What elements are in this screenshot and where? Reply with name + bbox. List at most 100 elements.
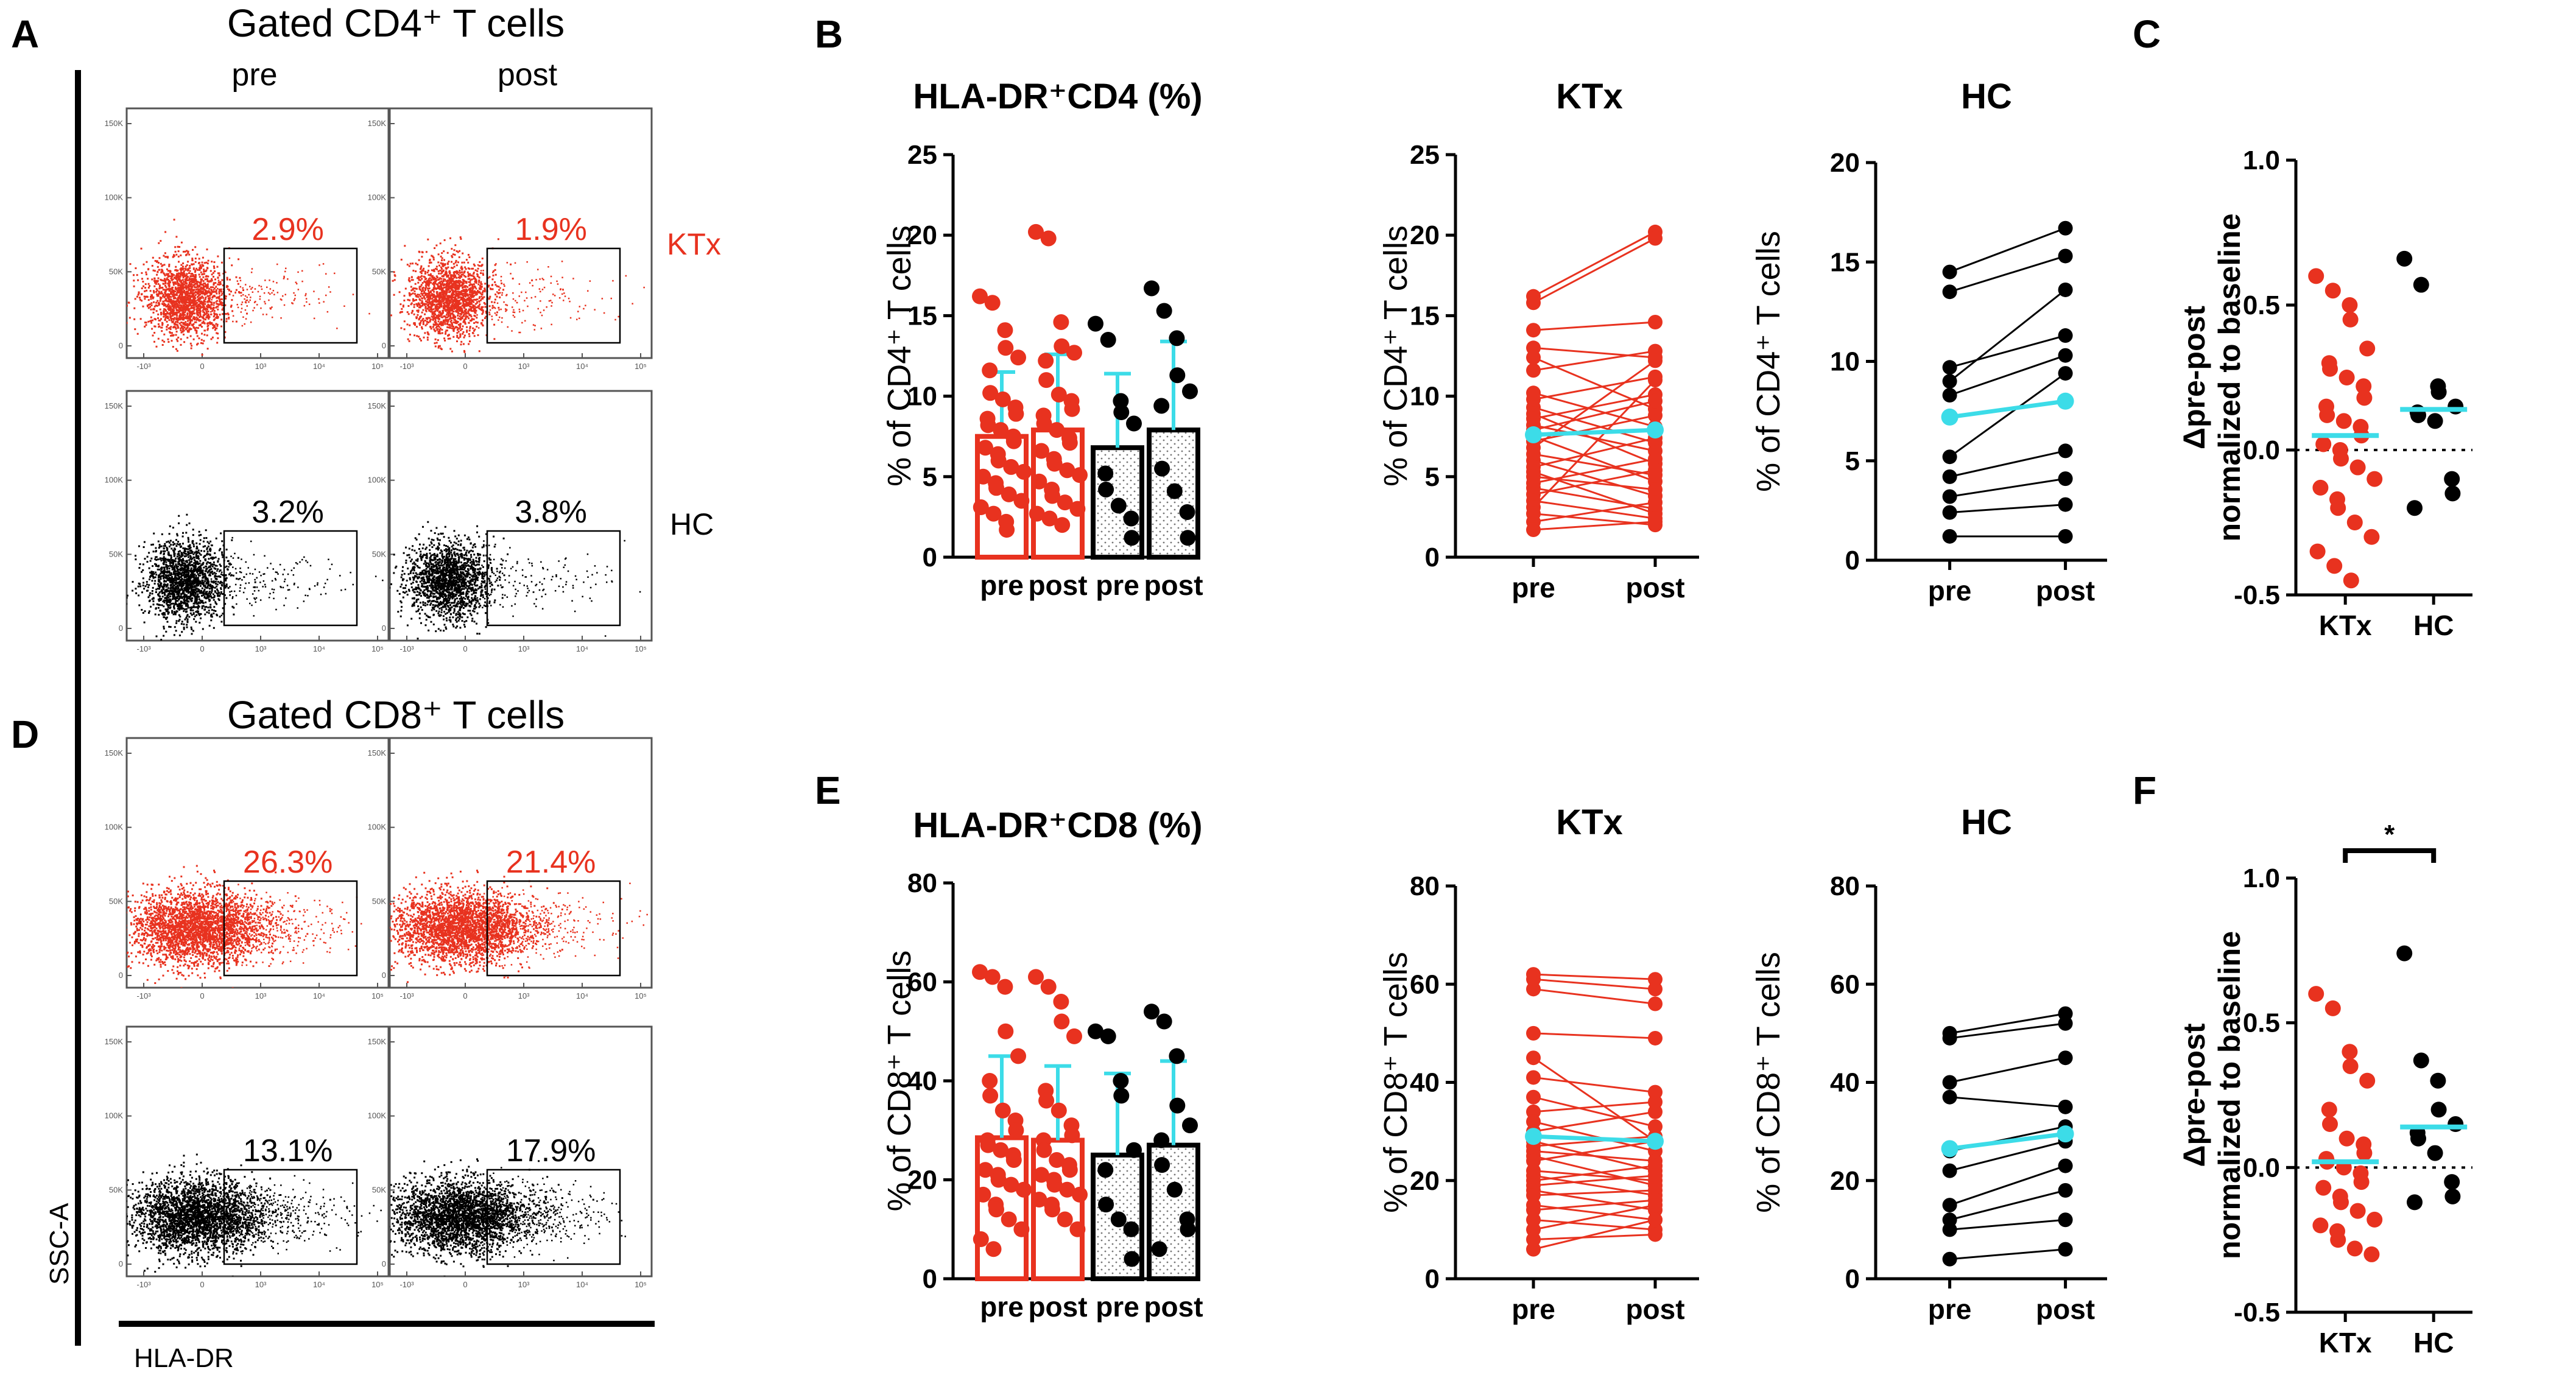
paired-line: [1949, 1248, 2066, 1260]
data-point: [2448, 1116, 2464, 1133]
x-tick-label-pre: pre: [980, 569, 1024, 601]
paired-line: [1533, 1165, 1656, 1182]
dotplot-x-tick-label: 0: [200, 1280, 204, 1289]
dotplot-x-tick-label: 10⁵: [371, 362, 384, 371]
data-point-post: [1648, 231, 1663, 246]
data-point: [985, 1241, 1002, 1257]
y-tick-label: 60: [1830, 969, 1860, 999]
data-point: [1044, 488, 1060, 504]
data-point-post: [2058, 220, 2073, 236]
paired-line: [1533, 393, 1656, 420]
data-point: [988, 1201, 1004, 1218]
x-tick-label-hc: HC: [2413, 610, 2454, 641]
data-point: [1040, 979, 1057, 995]
paired-line: [1533, 356, 1656, 410]
data-point-post: [1648, 408, 1663, 423]
data-point: [2326, 558, 2343, 574]
data-point: [1166, 1181, 1183, 1198]
y-tick-label: 0.0: [2243, 1153, 2280, 1183]
data-point: [1072, 467, 1088, 483]
paired-line: [1533, 521, 1656, 531]
data-point: [2430, 1072, 2446, 1089]
dotplot-cd8-hc-pre: 150K 100K 50K 0 -10³ 0 10³ 10⁴ 10⁵ 13.1%: [105, 1025, 390, 1289]
data-point-post: [1648, 1198, 1663, 1213]
data-point: [1054, 338, 1070, 354]
data-point: [982, 362, 998, 379]
data-point: [1144, 280, 1160, 297]
data-point: [1124, 1251, 1140, 1267]
paired-line: [1533, 1155, 1656, 1187]
data-point: [1057, 1211, 1073, 1228]
data-point: [1036, 415, 1052, 432]
dotplot-y-tick-label: 50K: [372, 896, 386, 905]
paired-line: [1533, 1233, 1656, 1240]
data-point: [1182, 383, 1198, 399]
y-tick-label: 15: [1410, 301, 1440, 331]
data-point-pre: [1942, 1075, 1957, 1090]
mean-point-pre: [1941, 1140, 1958, 1158]
data-point: [1038, 1092, 1055, 1109]
data-point: [993, 1142, 1009, 1158]
x-tick-label-pre: pre: [980, 1291, 1024, 1323]
paired-line: [1949, 255, 2066, 293]
dotplot-event-cloud: [127, 865, 362, 988]
y-tick-label: 1.0: [2243, 863, 2280, 893]
data-point-post: [1648, 482, 1663, 497]
data-point: [1153, 1132, 1170, 1148]
data-point-pre: [1526, 982, 1541, 997]
dotplot-events: [390, 521, 641, 640]
x-tick-label-post: post: [1028, 569, 1087, 601]
dotplot-x-tick-label: 0: [200, 362, 204, 371]
data-point: [1010, 1048, 1026, 1064]
data-point-pre: [1526, 1025, 1541, 1041]
data-point: [977, 440, 993, 456]
x-tick-label-pre: pre: [1511, 572, 1555, 603]
y-tick-label: 25: [1410, 140, 1440, 170]
y-axis-title: % of CD8⁺ T cells: [1750, 952, 1787, 1213]
dotplot-y-tick-label: 50K: [372, 267, 386, 276]
gate-percentage-cd4-hc-pre: 3.2%: [252, 494, 324, 530]
data-point: [2363, 529, 2380, 545]
x-tick-label-ktx: KTx: [2319, 610, 2372, 641]
data-point-pre: [1942, 284, 1957, 300]
data-point: [1003, 459, 1019, 475]
data-point: [1005, 1152, 1022, 1168]
data-point: [1169, 330, 1185, 346]
paired-line: [1533, 1120, 1656, 1152]
data-point: [1049, 1152, 1065, 1168]
chart-b: B HLA-DR⁺CD4 (%) 0 5 10 15 20 25 % of CD4⁺ T cel…: [815, 12, 1203, 601]
panel-letter-d: D: [11, 712, 39, 756]
gate-rectangle: [223, 247, 358, 344]
dotplot-y-tick-label: 150K: [368, 119, 387, 128]
dotplot-y-tick-label: 50K: [109, 549, 123, 558]
x-tick-label-post: post: [2036, 1293, 2095, 1325]
data-point: [1001, 1211, 1017, 1228]
data-point: [1110, 1211, 1127, 1228]
data-point-post: [1648, 1030, 1663, 1046]
data-point: [1049, 422, 1065, 438]
dotplot-x-tick-label: 10⁵: [635, 644, 647, 653]
y-tick-label: 20: [907, 1165, 937, 1195]
data-point-post: [1648, 353, 1663, 368]
dotplot-event-cloud: [390, 1158, 626, 1276]
dotplot-y-tick-label: 100K: [368, 476, 387, 485]
data-point: [982, 385, 999, 401]
data-point-post: [2058, 443, 2073, 459]
paired-line: [1533, 459, 1656, 497]
data-point: [2407, 1194, 2423, 1211]
chart-title: HC: [1961, 77, 2012, 116]
y-axis-title-line: Δpre-post: [2177, 306, 2211, 449]
dotplot-x-tick-label: 10⁵: [635, 991, 647, 1000]
dotplot-frame: [125, 107, 390, 359]
chart-title: HC: [1961, 803, 2012, 842]
data-point: [2363, 1246, 2380, 1262]
data-point-post: [2058, 248, 2073, 264]
chart-title: KTx: [1556, 77, 1623, 116]
data-point: [972, 288, 988, 304]
dotplot-x-tick-label: -10³: [399, 1280, 414, 1289]
paired-line: [1533, 458, 1656, 484]
data-point-pre: [1942, 505, 1957, 520]
y-tick-label: 10: [1830, 347, 1860, 377]
data-point: [2312, 479, 2329, 496]
dotplot-x-tick-label: 10⁵: [371, 644, 384, 653]
